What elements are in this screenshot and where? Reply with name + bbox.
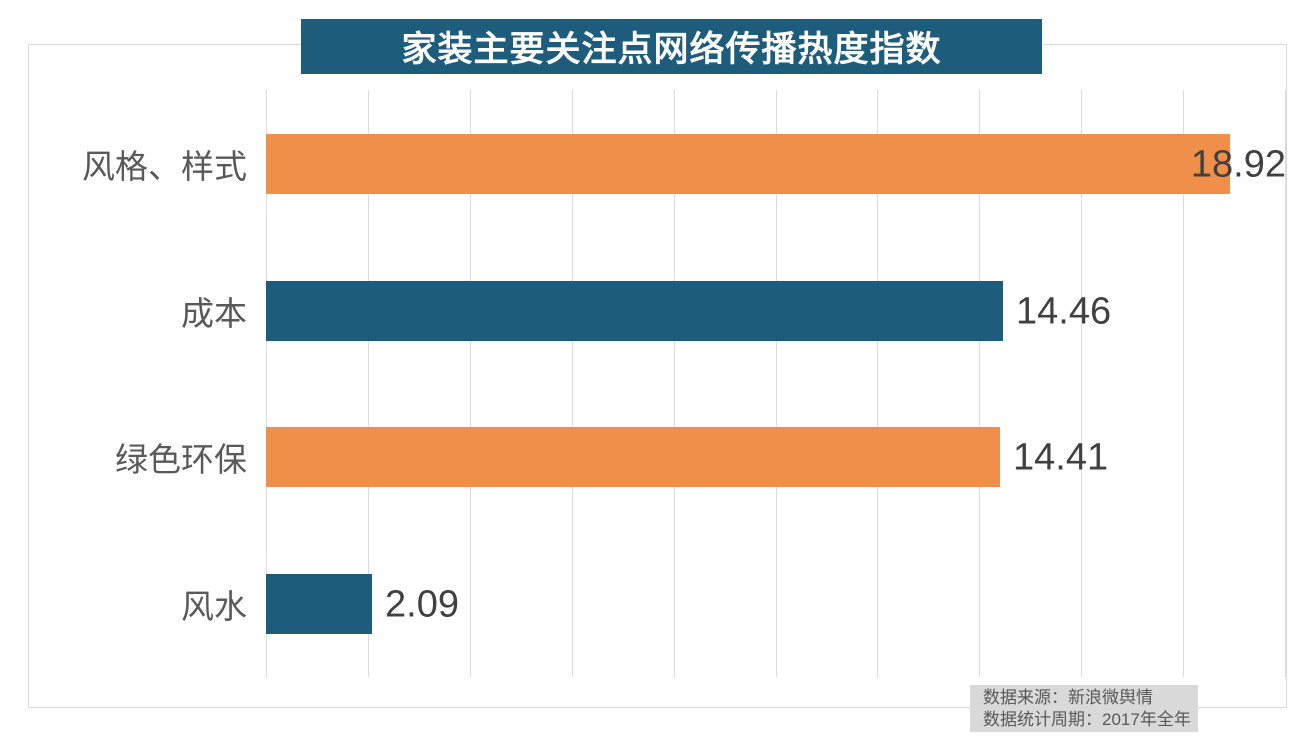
gridline-x-20 [1285, 90, 1286, 677]
bar-0 [266, 134, 1230, 194]
category-label: 绿色环保 [115, 441, 247, 478]
value-label: 14.41 [1013, 436, 1109, 479]
chart-title: 家装主要关注点网络传播热度指数 [401, 30, 942, 69]
value-label: 2.09 [385, 583, 459, 625]
gridline-x-6 [572, 90, 573, 677]
gridline-x-4 [470, 90, 471, 677]
gridline-x-18 [1183, 90, 1184, 677]
bar-1 [266, 280, 1003, 341]
bar-2 [266, 427, 1000, 487]
gridline-x-2 [368, 90, 369, 677]
value-label: 14.46 [1016, 290, 1112, 332]
gridline-x-0 [266, 90, 267, 677]
category-label: 成本 [181, 294, 247, 332]
gridline-x-14 [979, 90, 980, 677]
source-line-1: 数据来源：新浪微舆情 [983, 688, 1153, 707]
gridline-x-16 [1081, 90, 1082, 677]
source-line-2: 数据统计周期：2017年全年 [983, 710, 1191, 729]
gridline-x-10 [776, 90, 777, 677]
source-note-box: 数据来源：新浪微舆情 数据统计周期：2017年全年 [970, 685, 1198, 732]
value-label: 18.92 [1190, 143, 1286, 186]
gridline-x-8 [674, 90, 675, 677]
category-label: 风水 [181, 587, 247, 625]
bar-3 [266, 573, 372, 634]
gridline-x-12 [877, 90, 878, 677]
category-label: 风格、样式 [82, 148, 247, 185]
chart-title-band: 家装主要关注点网络传播热度指数 [301, 19, 1042, 74]
